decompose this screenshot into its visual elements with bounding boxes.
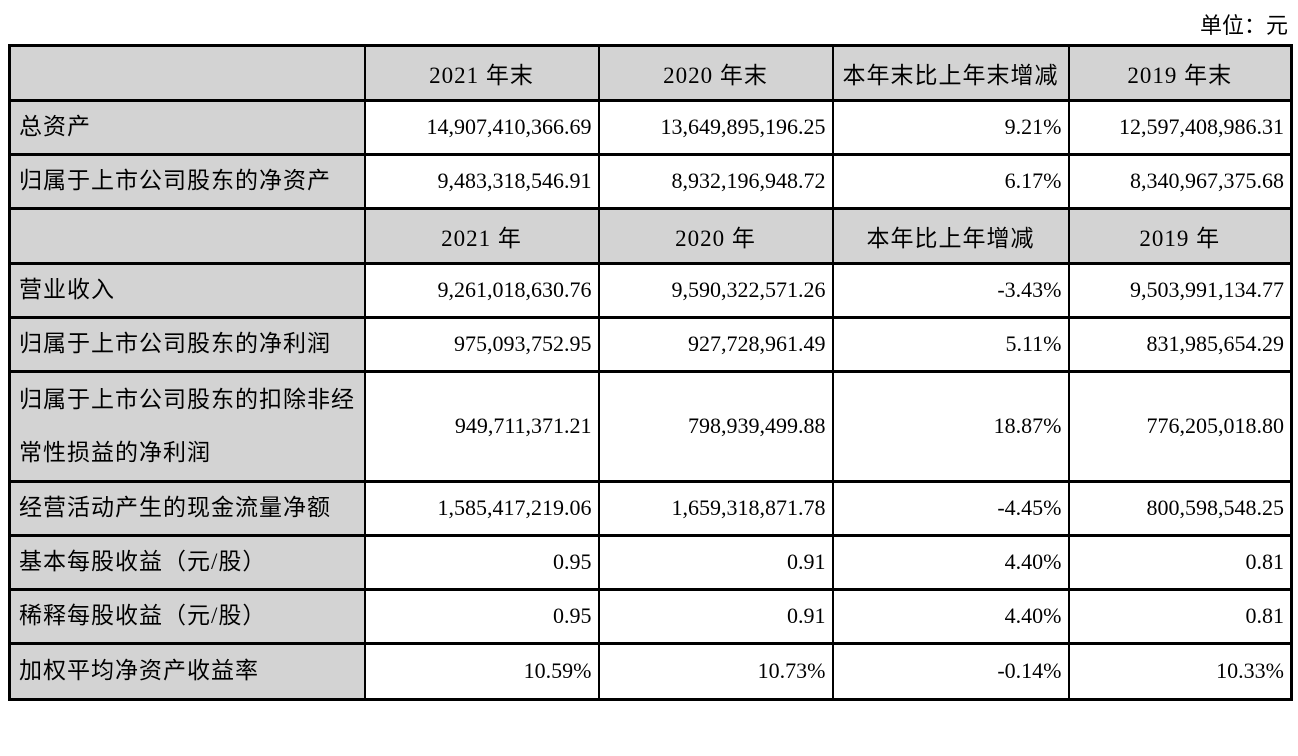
value-cell-change: 4.40% xyxy=(831,588,1070,645)
label-cell: 稀释每股收益（元/股） xyxy=(8,588,366,645)
value-cell-2021: 14,907,410,366.69 xyxy=(363,99,600,156)
value-cell-2019: 0.81 xyxy=(1067,534,1293,591)
label-cell: 归属于上市公司股东的扣除非经常性损益的净利润 xyxy=(8,370,366,483)
value-cell-2021: 10.59% xyxy=(363,642,600,701)
value-cell-2020: 0.91 xyxy=(597,588,834,645)
row-net-profit-attributable: 归属于上市公司股东的净利润 975,093,752.95 927,728,961… xyxy=(8,316,1293,373)
value-cell-2019: 8,340,967,375.68 xyxy=(1067,153,1293,210)
header-cell-2020-year-end: 2020 年末 xyxy=(597,44,834,102)
value-cell-2021: 1,585,417,219.06 xyxy=(363,480,600,537)
row-operating-revenue: 营业收入 9,261,018,630.76 9,590,322,571.26 -… xyxy=(8,262,1293,319)
value-cell-2021: 949,711,371.21 xyxy=(363,370,600,483)
row-net-profit-excl-nonrecurring: 归属于上市公司股东的扣除非经常性损益的净利润 949,711,371.21 79… xyxy=(8,370,1293,483)
label-cell: 总资产 xyxy=(8,99,366,156)
header-cell-2019-year-end: 2019 年末 xyxy=(1067,44,1293,102)
label-cell: 营业收入 xyxy=(8,262,366,319)
value-cell-2021: 9,261,018,630.76 xyxy=(363,262,600,319)
value-cell-2019: 10.33% xyxy=(1067,642,1293,701)
header-cell-2021: 2021 年 xyxy=(363,207,600,265)
label-cell: 经营活动产生的现金流量净额 xyxy=(8,480,366,537)
label-cell: 归属于上市公司股东的净资产 xyxy=(8,153,366,210)
header-cell-yoy-change-year-end: 本年末比上年末增减 xyxy=(831,44,1070,102)
value-cell-change: -3.43% xyxy=(831,262,1070,319)
row-total-assets: 总资产 14,907,410,366.69 13,649,895,196.25 … xyxy=(8,99,1293,156)
row-net-assets-attributable: 归属于上市公司股东的净资产 9,483,318,546.91 8,932,196… xyxy=(8,153,1293,210)
value-cell-2020: 927,728,961.49 xyxy=(597,316,834,373)
financial-summary-table: 2021 年末 2020 年末 本年末比上年末增减 2019 年末 总资产 14… xyxy=(8,44,1293,701)
value-cell-2020: 10.73% xyxy=(597,642,834,701)
label-cell: 基本每股收益（元/股） xyxy=(8,534,366,591)
value-cell-change: 6.17% xyxy=(831,153,1070,210)
value-cell-change: 5.11% xyxy=(831,316,1070,373)
header-cell-2019: 2019 年 xyxy=(1067,207,1293,265)
value-cell-2019: 831,985,654.29 xyxy=(1067,316,1293,373)
row-operating-cash-flow: 经营活动产生的现金流量净额 1,585,417,219.06 1,659,318… xyxy=(8,480,1293,537)
value-cell-2021: 975,093,752.95 xyxy=(363,316,600,373)
header-cell-2021-year-end: 2021 年末 xyxy=(363,44,600,102)
row-basic-eps: 基本每股收益（元/股） 0.95 0.91 4.40% 0.81 xyxy=(8,534,1293,591)
value-cell-2019: 9,503,991,134.77 xyxy=(1067,262,1293,319)
value-cell-2020: 13,649,895,196.25 xyxy=(597,99,834,156)
header-row-year-end: 2021 年末 2020 年末 本年末比上年末增减 2019 年末 xyxy=(8,44,1293,102)
value-cell-2019: 12,597,408,986.31 xyxy=(1067,99,1293,156)
header-cell-blank xyxy=(8,207,366,265)
value-cell-change: 9.21% xyxy=(831,99,1070,156)
header-row-year: 2021 年 2020 年 本年比上年增减 2019 年 xyxy=(8,207,1293,265)
unit-label: 单位：元 xyxy=(1199,13,1288,38)
value-cell-2020: 1,659,318,871.78 xyxy=(597,480,834,537)
value-cell-change: -0.14% xyxy=(831,642,1070,701)
value-cell-2021: 9,483,318,546.91 xyxy=(363,153,600,210)
header-cell-2020: 2020 年 xyxy=(597,207,834,265)
header-cell-blank xyxy=(8,44,366,102)
value-cell-2019: 0.81 xyxy=(1067,588,1293,645)
value-cell-change: -4.45% xyxy=(831,480,1070,537)
value-cell-2019: 776,205,018.80 xyxy=(1067,370,1293,483)
value-cell-2021: 0.95 xyxy=(363,588,600,645)
value-cell-2020: 8,932,196,948.72 xyxy=(597,153,834,210)
header-cell-yoy-change: 本年比上年增减 xyxy=(831,207,1070,265)
value-cell-2020: 9,590,322,571.26 xyxy=(597,262,834,319)
label-cell: 归属于上市公司股东的净利润 xyxy=(8,316,366,373)
value-cell-2020: 798,939,499.88 xyxy=(597,370,834,483)
value-cell-change: 18.87% xyxy=(831,370,1070,483)
value-cell-2019: 800,598,548.25 xyxy=(1067,480,1293,537)
row-weighted-avg-roe: 加权平均净资产收益率 10.59% 10.73% -0.14% 10.33% xyxy=(8,642,1293,701)
value-cell-2020: 0.91 xyxy=(597,534,834,591)
value-cell-change: 4.40% xyxy=(831,534,1070,591)
label-cell: 加权平均净资产收益率 xyxy=(8,642,366,701)
value-cell-2021: 0.95 xyxy=(363,534,600,591)
row-diluted-eps: 稀释每股收益（元/股） 0.95 0.91 4.40% 0.81 xyxy=(8,588,1293,645)
